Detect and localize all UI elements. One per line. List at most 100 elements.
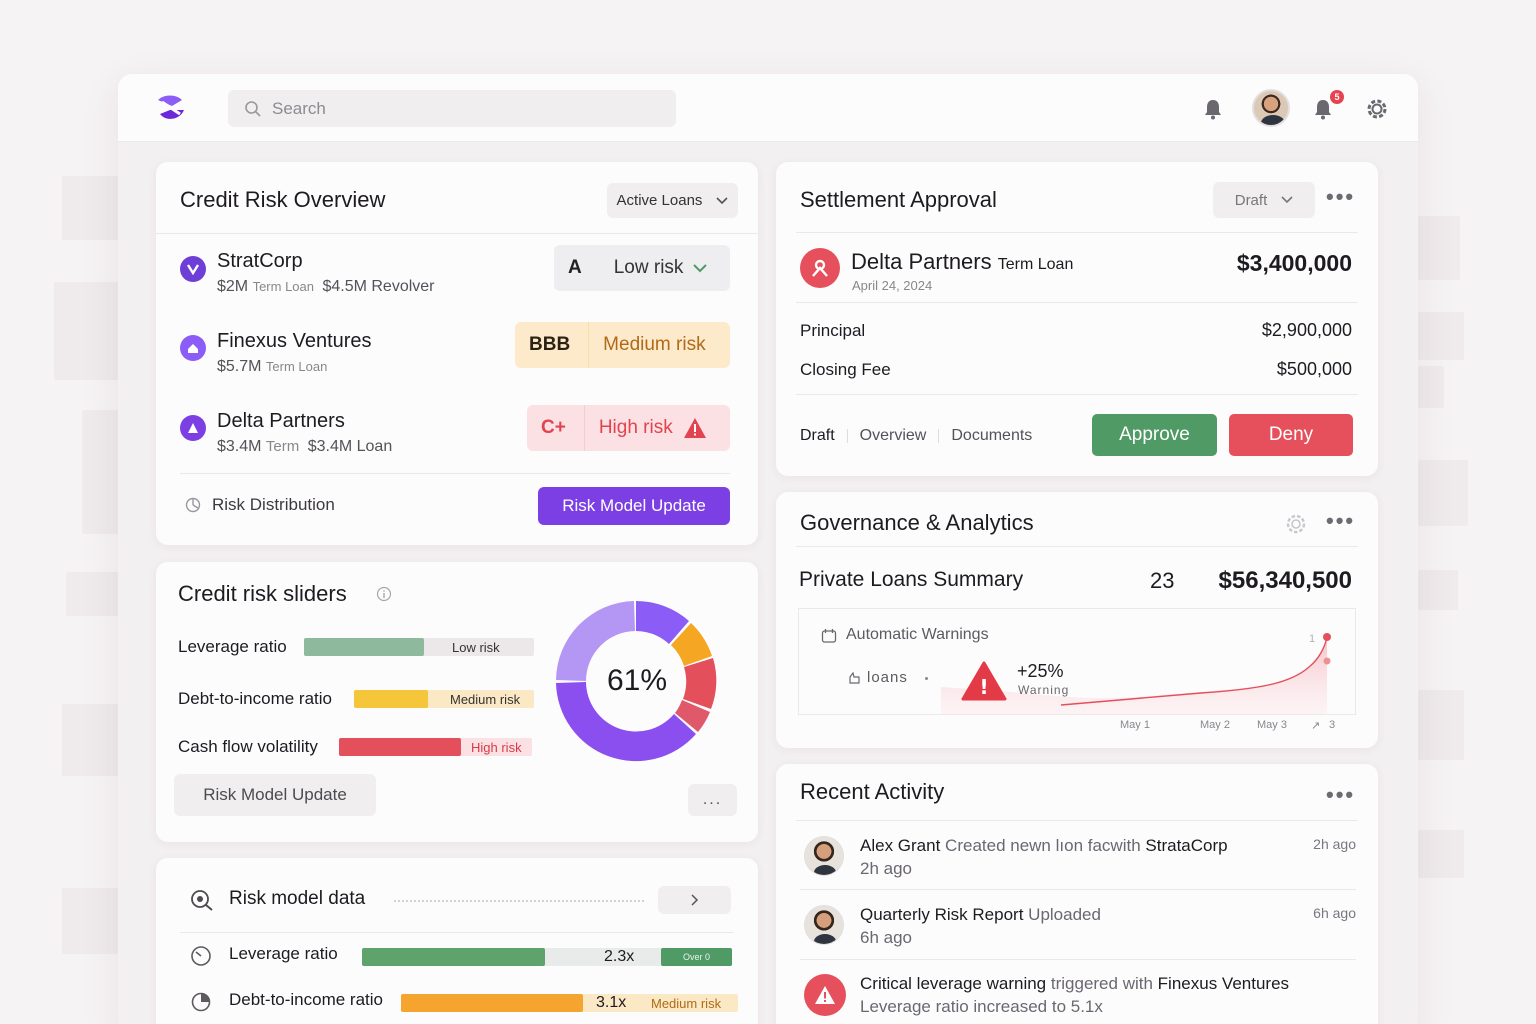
- settlement-approval-card: Settlement Approval Draft ••• Delta Part…: [776, 162, 1378, 476]
- entity-name[interactable]: Finexus Ventures: [217, 330, 372, 352]
- user-avatar[interactable]: [1252, 89, 1290, 127]
- chevron-right-icon: [690, 894, 698, 906]
- risk-model-update-button[interactable]: Risk Model Update: [538, 487, 730, 525]
- leverage-ratio-slider[interactable]: Low risk: [304, 638, 534, 656]
- activity-item[interactable]: Critical leverage warning triggered with…: [800, 972, 1356, 1022]
- activity-item[interactable]: Quarterly Risk Report Uploaded 6h ago 6h…: [800, 903, 1356, 953]
- settlement-date: April 24, 2024: [852, 278, 933, 293]
- deny-button[interactable]: Deny: [1229, 414, 1353, 456]
- donut-segment: [675, 700, 710, 732]
- slider-label: Cash flow volatility: [178, 737, 318, 756]
- donut-segment: [671, 623, 712, 666]
- rating-dropdown[interactable]: A Low risk: [554, 245, 730, 291]
- y-tick-label: 1: [1309, 633, 1316, 645]
- finexus-logo-icon: [180, 335, 206, 361]
- governance-analytics-card: Governance & Analytics ••• Private Loans…: [776, 492, 1378, 748]
- activity-item[interactable]: Alex Grant Created newn lıon facwith Str…: [800, 834, 1356, 884]
- divider: [796, 820, 1358, 821]
- background-block: [62, 888, 120, 954]
- risk-level: Low risk: [600, 245, 722, 291]
- trend-point: [1323, 633, 1331, 641]
- entity-name[interactable]: Delta Partners: [217, 410, 345, 432]
- user-avatar: [804, 905, 844, 945]
- tab-draft[interactable]: Draft: [800, 427, 835, 444]
- card-title: Risk model data: [229, 888, 366, 909]
- notifications-bell-icon[interactable]: [1310, 96, 1336, 122]
- summary-value: $56,340,500: [1218, 567, 1352, 594]
- distribution-icon: [185, 497, 201, 513]
- risk-distribution-link[interactable]: Risk Distribution: [212, 495, 335, 514]
- card-title: Governance & Analytics: [800, 510, 1034, 535]
- donut-center-value: 61%: [606, 664, 668, 697]
- leverage-ratio-bar: 2.3x Over 0: [362, 948, 732, 966]
- grade-label: BBB: [515, 322, 590, 368]
- party-logo-icon: [800, 248, 840, 288]
- approve-button[interactable]: Approve: [1092, 414, 1217, 456]
- background-block: [1418, 312, 1464, 360]
- settings-icon[interactable]: [1284, 512, 1308, 536]
- risk-model-update-secondary-button[interactable]: Risk Model Update: [174, 774, 376, 816]
- settlement-total: $3,400,000: [1236, 250, 1352, 276]
- cash-flow-volatility-slider[interactable]: High risk: [339, 738, 532, 756]
- bell-icon[interactable]: [1200, 96, 1226, 122]
- chevron-down-icon: [693, 263, 708, 272]
- alert-icon: [804, 974, 846, 1016]
- gauge-icon: [191, 946, 211, 966]
- rating-badge[interactable]: C+ High risk: [527, 405, 730, 451]
- more-options-button[interactable]: •••: [1326, 184, 1356, 209]
- status-dropdown[interactable]: Draft: [1213, 182, 1315, 218]
- grade-label: A: [568, 257, 582, 278]
- tab-overview[interactable]: Overview: [859, 427, 927, 444]
- dropdown-label: Draft: [1234, 191, 1268, 209]
- change-label: Warning: [1018, 683, 1070, 697]
- user-avatar: [804, 836, 844, 876]
- entity-loan-details: $3.4M Term $3.4M Loan: [217, 438, 393, 455]
- info-icon[interactable]: [376, 586, 392, 602]
- active-loans-dropdown[interactable]: Active Loans: [607, 183, 738, 218]
- debt-to-income-slider[interactable]: Medium risk: [354, 690, 534, 708]
- risk-tag: Medium risk: [450, 692, 521, 707]
- leader-dots: [394, 900, 644, 902]
- rating-badge[interactable]: BBB Medium risk: [515, 322, 730, 368]
- app-logo-icon[interactable]: [154, 92, 188, 124]
- hand-icon: [849, 671, 860, 684]
- more-options-button[interactable]: •••: [1326, 782, 1356, 807]
- activity-text: Critical leverage warning triggered with…: [860, 974, 1290, 1016]
- search-icon: [245, 100, 261, 117]
- search-bar[interactable]: [228, 90, 676, 127]
- search-input[interactable]: [272, 98, 652, 119]
- pie-icon: [191, 992, 211, 1012]
- divider: [800, 889, 1356, 890]
- card-title: Recent Activity: [800, 779, 945, 804]
- entity-name[interactable]: StratCorp: [217, 250, 303, 272]
- more-options-button[interactable]: •••: [1326, 508, 1356, 533]
- tab-documents[interactable]: Documents: [951, 427, 1033, 444]
- slider-fill: [339, 738, 461, 756]
- risk-tag: Low risk: [452, 640, 500, 655]
- card-title: Credit Risk Overview: [180, 187, 386, 212]
- activity-time: 2h ago: [1313, 836, 1356, 852]
- activity-text: Quarterly Risk Report Uploaded 6h ago: [860, 905, 1101, 947]
- x-axis-label: May 2: [1200, 719, 1230, 731]
- loans-label: loans: [867, 669, 908, 686]
- x-axis-arrow-icon: ↗: [1311, 720, 1321, 732]
- expand-button[interactable]: [658, 886, 731, 914]
- divider: [800, 959, 1356, 960]
- gear-icon[interactable]: [1364, 96, 1390, 122]
- line-label: Principal: [800, 321, 866, 340]
- warnings-trend-chart: [941, 633, 1331, 715]
- entity-loan-details: $5.7M Term Loan: [217, 358, 328, 375]
- trend-line: [1060, 636, 1328, 706]
- risk-tag: Over 0: [661, 948, 732, 966]
- risk-tag: Medium risk: [651, 996, 722, 1011]
- donut-segment: [636, 600, 689, 644]
- bar-fill: [362, 948, 545, 966]
- more-options-button[interactable]: ...: [688, 784, 737, 816]
- party-name: Delta Partners Term Loan: [851, 249, 1074, 274]
- risk-level: High risk: [585, 405, 721, 451]
- calendar-icon: [821, 629, 837, 643]
- stratcorp-logo-icon: [180, 256, 206, 282]
- change-value: +25%: [1017, 661, 1064, 681]
- app-window: 5 Credit Risk Overview Active Loans Stra…: [118, 74, 1418, 1024]
- background-block: [66, 572, 120, 616]
